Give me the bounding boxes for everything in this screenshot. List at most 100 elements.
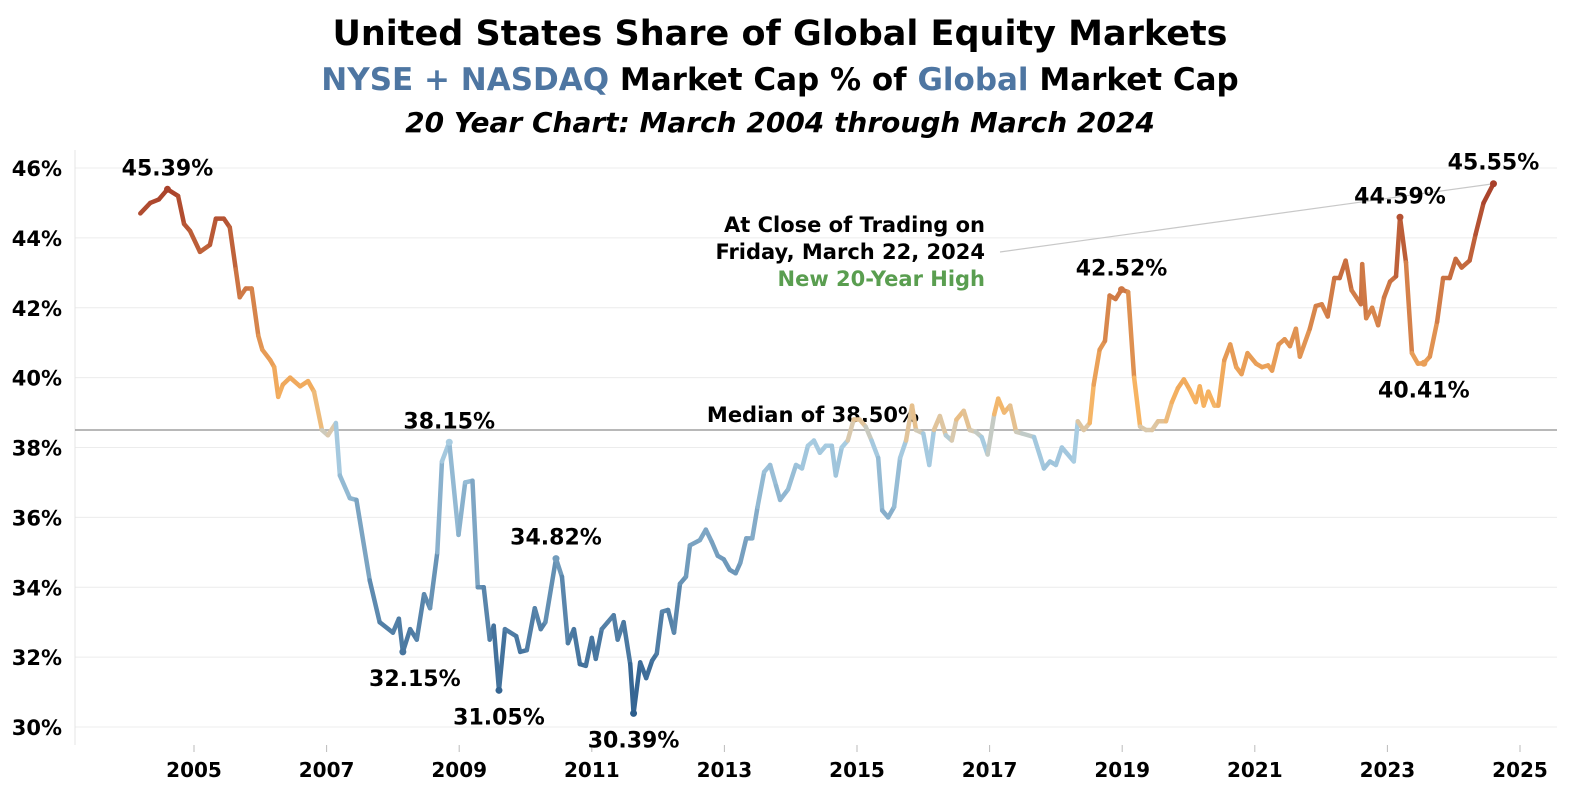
y-tick-label: 42% [12, 297, 62, 321]
line-segment [1269, 342, 1281, 373]
x-tick-label: 2025 [1492, 758, 1548, 782]
line-segment [414, 591, 427, 642]
line-segment [1325, 275, 1337, 319]
line-segment [1102, 293, 1112, 344]
line-segment [1434, 275, 1446, 324]
data-point-marker [1420, 359, 1428, 367]
line-segment [513, 633, 523, 655]
data-label: 31.05% [453, 705, 545, 730]
line-segment [1307, 303, 1319, 331]
subtitle-text: Market Cap % of [609, 62, 918, 98]
data-point-marker [630, 709, 638, 717]
line-segment [1169, 385, 1181, 405]
line-segment [1381, 279, 1393, 300]
line-segment [377, 619, 396, 635]
y-tick-label: 32% [12, 646, 62, 670]
line-segment [207, 216, 219, 248]
line-segment [869, 438, 881, 461]
subtitle-exchanges: NYSE + NASDAQ [321, 62, 610, 98]
data-label: 40.41% [1378, 378, 1470, 403]
data-point-marker [552, 555, 560, 563]
x-tick-label: 2015 [829, 758, 885, 782]
line-segment [785, 462, 799, 492]
line-segment [233, 267, 242, 300]
line-segment [1053, 445, 1065, 468]
data-point-marker [445, 438, 453, 446]
line-segment [1427, 319, 1440, 359]
line-segment [138, 200, 153, 216]
line-segment [481, 585, 492, 642]
line-segment [643, 658, 655, 681]
note-line-1: At Close of Trading on [723, 213, 985, 237]
data-point-marker [1396, 213, 1404, 221]
line-segment [833, 445, 845, 478]
y-tick-label: 44% [12, 227, 62, 251]
y-tick-label: 46% [12, 157, 62, 181]
line-segment [256, 333, 265, 352]
line-segment [1125, 289, 1137, 380]
x-tick-label: 2017 [962, 758, 1018, 782]
y-tick-label: 30% [12, 716, 62, 740]
line-segment [1403, 260, 1415, 356]
line-segment [621, 619, 633, 667]
line-segment [631, 660, 643, 716]
line-segment [845, 417, 856, 443]
x-tick-label: 2021 [1227, 758, 1283, 782]
line-segment [396, 616, 406, 655]
line-segment [1481, 181, 1496, 206]
line-segment [1131, 375, 1143, 429]
chart-title: United States Share of Global Equity Mar… [332, 14, 1228, 54]
data-label: 30.39% [588, 728, 680, 753]
line-segment [354, 497, 372, 583]
line-segment [496, 626, 508, 693]
line-segment [1473, 200, 1486, 237]
data-point-marker [495, 686, 503, 694]
line-segment [1007, 403, 1019, 435]
line-segment [961, 408, 972, 433]
line-segment [1239, 350, 1250, 377]
annotation-pointer-line [999, 183, 1494, 253]
line-segment [1031, 434, 1047, 471]
chart-period: 20 Year Chart: March 2004 through March … [405, 106, 1155, 139]
line-segment [1216, 357, 1227, 408]
data-label: 42.52% [1076, 257, 1168, 282]
line-segment [456, 480, 468, 538]
median-label: Median of 38.50% [707, 403, 919, 427]
line-segment [337, 473, 353, 501]
line-segment [875, 455, 885, 513]
line-segment [1091, 347, 1102, 387]
line-segment [1467, 232, 1478, 263]
x-tick-label: 2009 [431, 758, 487, 782]
line-segment [755, 469, 767, 510]
line-segment [367, 578, 382, 625]
note-line-2: Friday, March 22, 2024 [715, 240, 985, 264]
line-segment [175, 193, 187, 227]
line-segment [863, 424, 874, 443]
y-tick-label: 36% [12, 506, 62, 530]
line-segment [543, 556, 559, 625]
x-tick-label: 2023 [1360, 758, 1416, 782]
line-segment [749, 504, 760, 541]
line-segment [593, 626, 604, 662]
line-segment [891, 455, 903, 510]
data-label: 38.15% [403, 409, 495, 434]
line-segment [767, 462, 779, 489]
x-tick-label: 2005 [166, 758, 222, 782]
line-segment [1228, 342, 1239, 370]
line-segment [1343, 258, 1354, 293]
line-segment [909, 403, 919, 433]
line-segment [1447, 256, 1458, 281]
line-segment [738, 536, 749, 566]
line-segment [1375, 295, 1387, 328]
line-segment [333, 420, 343, 478]
line-segment [671, 581, 683, 635]
data-label: 45.39% [122, 156, 214, 181]
line-segment [249, 286, 261, 338]
data-point-marker [1489, 180, 1497, 188]
data-label: 44.59% [1354, 184, 1446, 209]
line-segment [897, 438, 909, 461]
line-segment [187, 228, 203, 255]
data-point-marker [1118, 286, 1126, 294]
line-segment [799, 443, 811, 471]
y-tick-label: 38% [12, 437, 62, 461]
